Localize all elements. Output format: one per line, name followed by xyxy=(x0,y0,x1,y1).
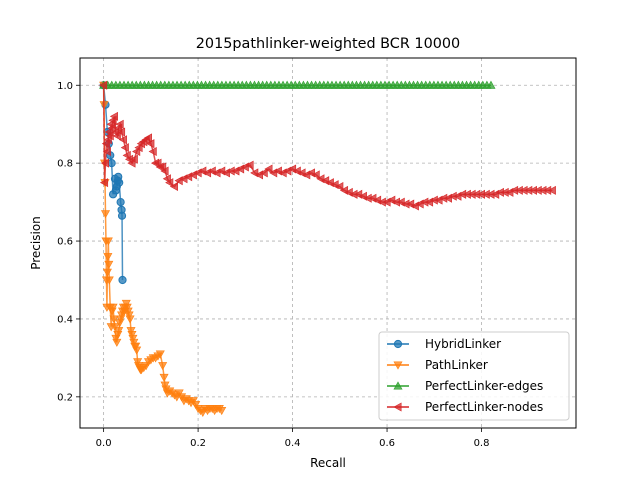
data-point-perfectlinker-nodes xyxy=(311,170,320,180)
series-perfectlinker-edges xyxy=(99,80,496,89)
data-point-hybridlinker xyxy=(115,178,124,187)
data-point-perfectlinker-nodes xyxy=(102,146,111,156)
data-point-perfectlinker-nodes xyxy=(547,185,556,195)
data-point-pathlinker xyxy=(112,338,122,347)
data-point-perfectlinker-nodes xyxy=(99,178,109,188)
y-tick-label: 1.0 xyxy=(57,81,73,92)
legend: HybridLinker PathLinker PerfectLinker-edge… xyxy=(378,331,570,421)
legend-label-perfectlinker-edges: PerfectLinker-edges xyxy=(425,379,543,393)
y-tick-label: 0.8 xyxy=(57,159,73,170)
data-point-pathlinker xyxy=(155,350,165,359)
data-point-pathlinker xyxy=(103,253,113,262)
data-point-perfectlinker-nodes xyxy=(118,135,127,145)
data-point-perfectlinker-nodes xyxy=(115,119,124,129)
y-axis-label: Precision xyxy=(29,216,43,270)
data-point-perfectlinker-nodes xyxy=(146,139,155,149)
plot-area-frame xyxy=(79,57,577,429)
data-point-perfectlinker-nodes xyxy=(264,164,273,174)
data-point-pathlinker xyxy=(114,327,124,336)
data-point-perfectlinker-nodes xyxy=(335,182,344,192)
y-tick-label: 0.2 xyxy=(57,392,73,403)
data-point-hybridlinker xyxy=(117,211,127,220)
data-point-pathlinker xyxy=(158,362,168,371)
series-layer xyxy=(99,80,556,418)
y-axis-ticks: 0.2 0.4 0.6 0.8 1.0 xyxy=(57,81,80,403)
x-tick-label: 0.8 xyxy=(474,438,490,449)
legend-box xyxy=(378,331,570,421)
data-point-pathlinker xyxy=(159,373,169,382)
data-point-hybridlinker xyxy=(118,275,127,285)
data-point-pathlinker xyxy=(217,406,227,416)
x-axis-ticks: 0.0 0.2 0.4 0.6 0.8 xyxy=(96,428,490,449)
legend-marker-perfectlinker-edges xyxy=(393,381,403,390)
data-point-perfectlinker-nodes xyxy=(99,80,108,90)
x-tick-label: 0.6 xyxy=(379,438,395,449)
data-point-pathlinker xyxy=(108,303,118,312)
data-point-perfectlinker-nodes xyxy=(120,143,129,153)
data-point-perfectlinker-nodes xyxy=(169,182,178,192)
series-perfectlinker-nodes xyxy=(99,80,556,211)
data-point-hybridlinker xyxy=(107,159,116,168)
x-tick-label: 0.2 xyxy=(190,438,206,449)
data-point-hybridlinker xyxy=(116,198,125,207)
x-axis-label: Recall xyxy=(310,456,346,470)
legend-marker-pathlinker xyxy=(393,361,403,370)
chart-title: 2015pathlinker-weighted BCR 10000 xyxy=(196,36,460,52)
data-point-perfectlinker-nodes xyxy=(143,133,152,143)
data-point-pathlinker xyxy=(132,346,142,355)
y-tick-label: 0.4 xyxy=(57,314,73,325)
data-point-perfectlinker-edges xyxy=(486,80,496,89)
legend-label-pathlinker: PathLinker xyxy=(425,358,488,372)
x-tick-label: 0.0 xyxy=(96,438,112,449)
legend-label-hybridlinker: HybridLinker xyxy=(425,337,501,351)
data-point-perfectlinker-nodes xyxy=(112,131,121,141)
data-point-perfectlinker-nodes xyxy=(116,127,126,137)
data-point-pathlinker xyxy=(100,210,111,219)
data-point-perfectlinker-nodes xyxy=(129,154,138,164)
legend-label-perfectlinker-nodes: PerfectLinker-nodes xyxy=(425,400,543,414)
legend-marker-perfectlinker-nodes xyxy=(393,402,402,412)
data-point-pathlinker xyxy=(102,268,112,277)
data-point-pathlinker xyxy=(104,276,114,285)
data-point-perfectlinker-nodes xyxy=(245,160,254,170)
data-point-perfectlinker-nodes xyxy=(109,111,118,121)
data-point-pathlinker xyxy=(125,315,135,324)
data-point-perfectlinker-nodes xyxy=(259,168,268,178)
data-point-perfectlinker-nodes xyxy=(100,158,110,168)
series-pathlinker xyxy=(99,81,227,418)
data-point-perfectlinker-nodes xyxy=(148,146,157,156)
x-tick-label: 0.4 xyxy=(285,438,301,449)
data-point-perfectlinker-nodes xyxy=(165,178,174,188)
data-point-perfectlinker-nodes xyxy=(160,166,169,176)
data-point-pathlinker xyxy=(104,260,114,270)
data-point-pathlinker xyxy=(103,237,113,246)
y-tick-label: 0.6 xyxy=(57,237,73,248)
legend-marker-hybridlinker xyxy=(393,339,403,349)
